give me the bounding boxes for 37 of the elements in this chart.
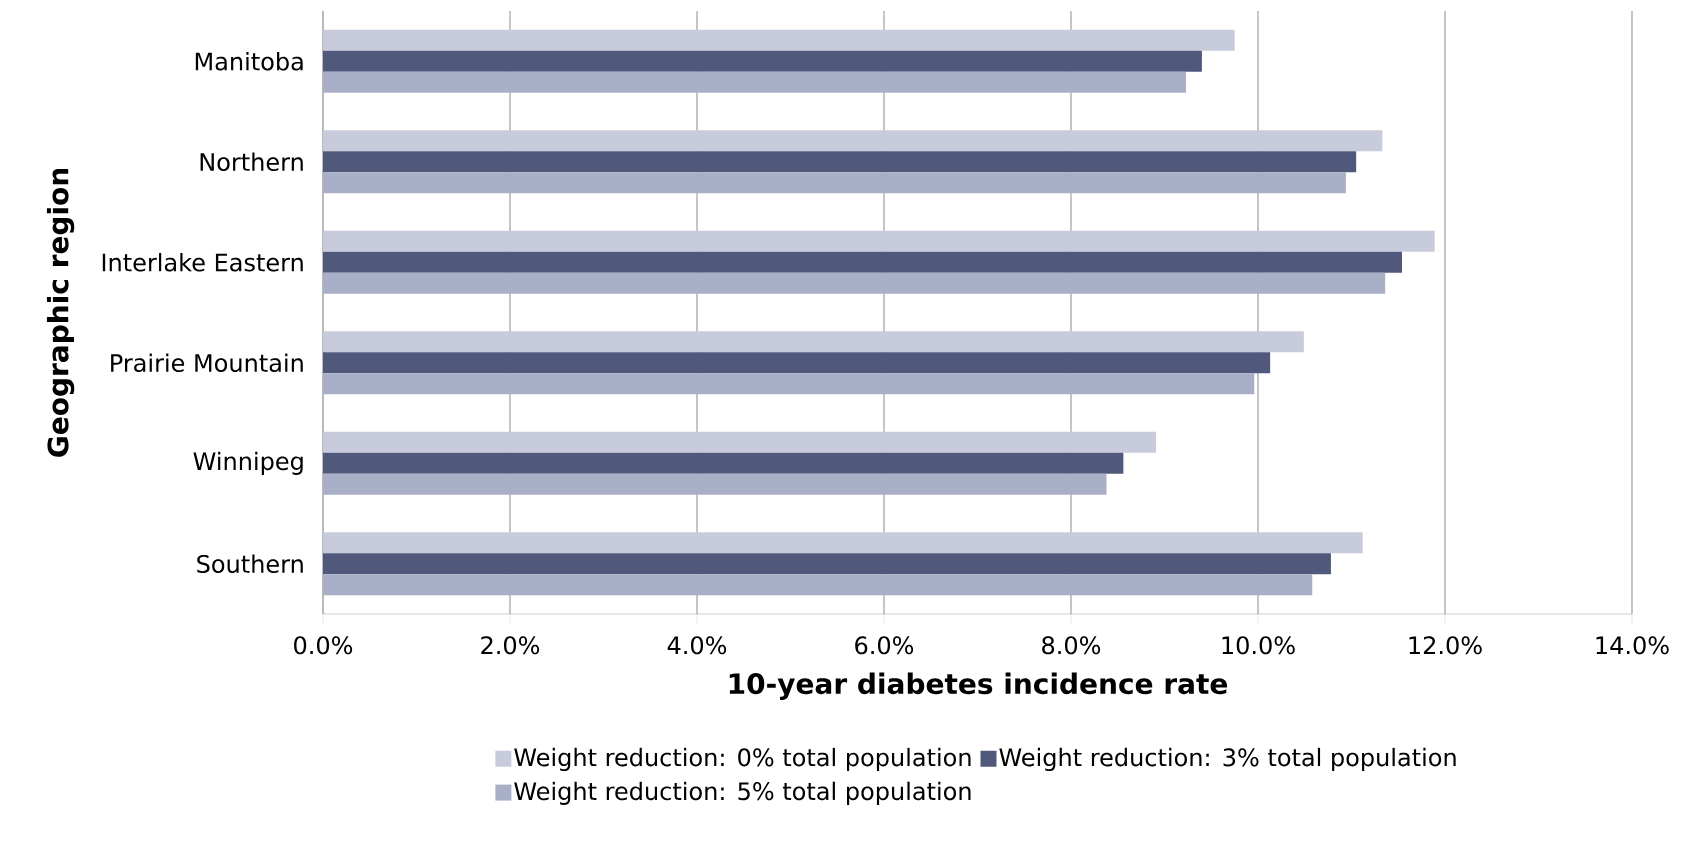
bar <box>323 130 1383 152</box>
bar <box>323 431 1157 453</box>
legend-label: Weight reduction: 3% total population <box>999 747 1456 772</box>
bar <box>323 532 1363 554</box>
y-tick-label: Interlake Eastern <box>102 252 303 272</box>
bar <box>323 230 1435 252</box>
x-tick-label: 0.0% <box>294 636 353 655</box>
x-tick-label: 12.0% <box>1409 636 1482 655</box>
bar <box>323 29 1235 51</box>
y-tick-label: Southern <box>197 554 303 574</box>
x-tick-label: 4.0% <box>667 636 727 655</box>
bar <box>323 452 1124 474</box>
bar <box>323 553 1331 575</box>
x-tick-label: 6.0% <box>855 636 914 655</box>
bar <box>323 71 1186 93</box>
x-axis-title: 10-year diabetes incidence rate <box>729 672 1228 700</box>
bar <box>323 574 1313 596</box>
legend-label: Weight reduction: 5% total population <box>514 781 971 805</box>
bar <box>323 331 1304 353</box>
bar <box>323 50 1202 72</box>
bar <box>323 272 1386 294</box>
bar <box>323 151 1357 173</box>
bar <box>323 172 1346 194</box>
x-tick-label: 8.0% <box>1042 636 1101 655</box>
x-tick-label: 14.0% <box>1596 636 1669 655</box>
bar <box>323 473 1107 495</box>
y-tick-label: Northern <box>200 152 303 172</box>
y-tick-label: Manitoba <box>195 51 303 71</box>
legend-label: Weight reduction: 0% total population <box>514 747 971 772</box>
x-tick-label: 2.0% <box>481 636 540 655</box>
y-tick-label: Prairie Mountain <box>111 353 303 373</box>
y-tick-label: Winnipeg <box>193 451 303 475</box>
x-tick-label: 10.0% <box>1222 636 1295 655</box>
bar <box>323 251 1402 273</box>
y-axis-title: Geographic region <box>46 168 75 457</box>
bar <box>323 352 1271 374</box>
bar <box>323 373 1255 395</box>
